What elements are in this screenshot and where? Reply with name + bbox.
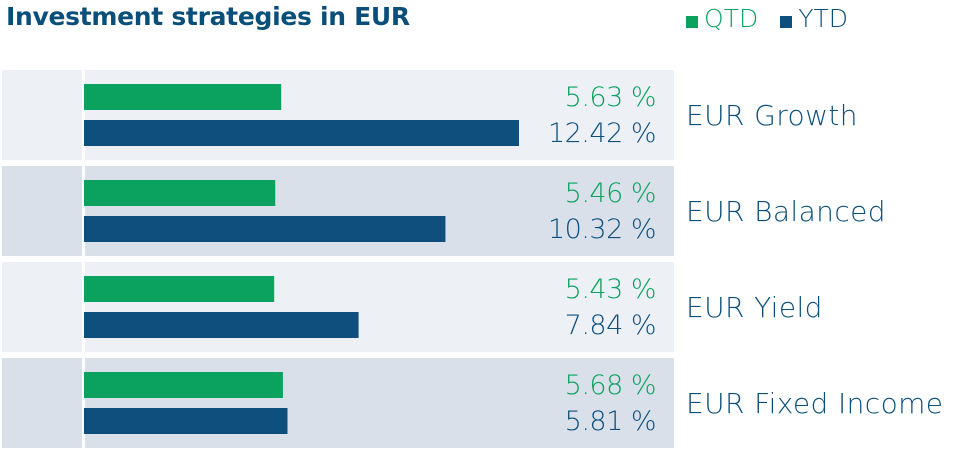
data-label-qtd: 5.68 % — [565, 370, 656, 401]
chart-title: Investment strategies in EUR — [6, 2, 410, 31]
data-label-qtd: 5.43 % — [565, 274, 656, 305]
row-axis-line — [82, 262, 85, 352]
bar-ytd — [84, 312, 359, 338]
legend-label-ytd: YTD — [798, 4, 848, 33]
data-label-qtd: 5.63 % — [565, 82, 656, 113]
data-label-ytd: 5.81 % — [565, 406, 656, 437]
bar-ytd — [84, 216, 446, 242]
bar-qtd — [84, 84, 282, 110]
data-label-ytd: 7.84 % — [565, 310, 656, 341]
bar-qtd — [84, 180, 276, 206]
category-label: EUR Yield — [686, 291, 823, 324]
row-axis-line — [82, 358, 85, 448]
bar-qtd — [84, 372, 283, 398]
legend-swatch-ytd — [780, 15, 793, 28]
data-label-qtd: 5.46 % — [565, 178, 656, 209]
category-label: EUR Balanced — [686, 195, 886, 228]
category-label: EUR Growth — [686, 99, 858, 132]
bar-ytd — [84, 120, 519, 146]
legend-swatch-qtd — [686, 15, 698, 28]
chart-legend: QTD YTD — [686, 4, 870, 33]
data-label-ytd: 10.32 % — [548, 214, 656, 245]
row-axis-line — [82, 70, 85, 160]
legend-label-qtd: QTD — [704, 4, 759, 33]
row-axis-line — [82, 166, 85, 256]
category-label: EUR Fixed Income — [686, 387, 943, 420]
data-label-ytd: 12.42 % — [548, 118, 656, 149]
legend-item-ytd: YTD — [780, 4, 848, 33]
legend-item-qtd: QTD — [686, 4, 758, 33]
bar-qtd — [84, 276, 275, 302]
bar-ytd — [84, 408, 288, 434]
